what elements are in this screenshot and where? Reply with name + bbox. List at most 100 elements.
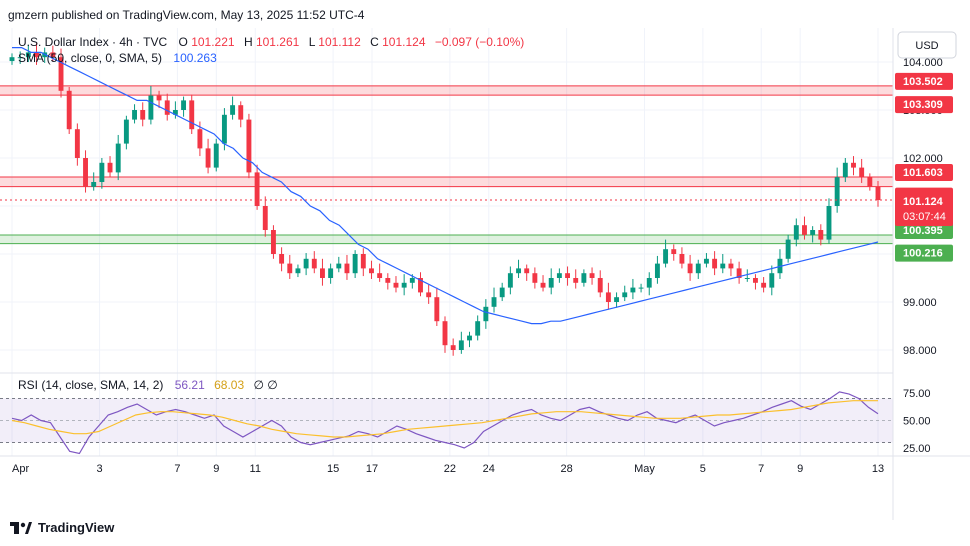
candle-body	[679, 254, 685, 264]
support-label-bg	[895, 244, 953, 262]
candle-body	[262, 206, 268, 230]
candle-body	[540, 282, 546, 288]
candle-body	[91, 182, 97, 187]
candle-body	[802, 225, 807, 235]
candle-body	[254, 172, 260, 206]
candle-body	[107, 162, 113, 173]
candle-body	[189, 100, 195, 130]
sma-legend[interactable]: SMA (50, close, 0, SMA, 5) 100.263	[18, 51, 217, 65]
candle-body	[605, 292, 611, 302]
rsi-line	[11, 391, 879, 455]
resistance-label: 103.309	[903, 99, 943, 111]
time-tick-label: 28	[561, 463, 573, 475]
candle-body	[581, 273, 587, 283]
candle-body	[761, 282, 767, 288]
tradingview-brand[interactable]: TradingView	[10, 520, 114, 535]
candle-body	[663, 249, 669, 264]
candle-body	[450, 345, 456, 350]
candle-body	[295, 268, 301, 274]
countdown-label: 03:07:44	[903, 211, 946, 223]
candle-body	[418, 278, 423, 293]
candle-body	[834, 177, 840, 206]
rsi-tick-label: 75.00	[903, 388, 931, 400]
candle-body	[687, 263, 693, 274]
candle-body	[132, 110, 137, 120]
resistance-label-bg	[895, 96, 953, 114]
time-tick-label: May	[634, 463, 655, 475]
time-tick-label: 9	[213, 463, 219, 475]
close-value: 101.124	[382, 35, 426, 49]
candle-body	[851, 162, 856, 168]
candle-body	[695, 263, 701, 274]
low-value: 101.112	[318, 35, 361, 49]
candle-body	[475, 321, 481, 336]
tradingview-logo-icon	[10, 521, 32, 534]
rsi-ma-value: 68.03	[214, 378, 244, 392]
candle-body	[360, 254, 366, 269]
candle-body	[622, 292, 628, 298]
time-axis[interactable]: Apr 3 7 9 11 15 17 22 24 28 May 5 7 9 13	[12, 463, 884, 475]
candle-body	[50, 52, 56, 58]
candle-body	[499, 287, 505, 298]
resistance-zone	[0, 177, 893, 187]
open-value: 101.221	[191, 35, 235, 49]
rsi-value: 56.21	[175, 378, 205, 392]
current-price-tag	[895, 192, 953, 227]
price-tick-label: 104.000	[903, 57, 943, 69]
grid	[0, 28, 893, 456]
candle-body	[565, 273, 570, 278]
candle-body	[638, 287, 644, 289]
time-tick-label: 3	[97, 463, 103, 475]
candle-body	[205, 148, 211, 168]
time-tick-label: 24	[483, 463, 495, 475]
current-price-label: 101.124	[903, 196, 944, 208]
candle-body	[573, 278, 579, 283]
candle-body	[34, 52, 39, 58]
sma-line	[12, 47, 879, 325]
candle-body	[311, 258, 317, 269]
candle-body	[401, 282, 407, 288]
zone-labels: 103.502103.309101.603101.404100.395100.2…	[895, 72, 953, 262]
candle-body	[524, 268, 530, 274]
candle-body	[246, 119, 252, 173]
candle-body	[328, 268, 334, 278]
candle-body	[99, 162, 105, 182]
candle-body	[123, 119, 129, 144]
candle-body	[197, 129, 203, 149]
resistance-zone	[0, 85, 893, 96]
resistance-label-bg	[895, 164, 953, 182]
candle-body	[532, 273, 538, 283]
candle-body	[671, 249, 677, 254]
zones	[0, 85, 893, 245]
candle-body	[148, 95, 154, 120]
rsi-axis[interactable]: 25.00 50.00 75.00	[903, 388, 931, 455]
candle-body	[238, 105, 244, 120]
candle-body	[630, 287, 636, 293]
candle-body	[467, 335, 472, 341]
candle-body	[736, 268, 742, 278]
candle-body	[491, 297, 497, 307]
candle-body	[654, 263, 660, 278]
symbol-legend[interactable]: U.S. Dollar Index · 4h · TVC O 101.221 H…	[18, 35, 524, 49]
low-label: L	[309, 35, 316, 49]
rsi-legend[interactable]: RSI (14, close, SMA, 14, 2) 56.21 68.03 …	[18, 378, 278, 392]
time-tick-label: 11	[250, 463, 261, 475]
candle-body	[377, 273, 383, 278]
candle-body	[58, 57, 64, 91]
high-value: 101.261	[256, 35, 300, 49]
candle-body	[548, 278, 554, 288]
candle-body	[712, 258, 718, 269]
rsi-ma-line	[11, 400, 878, 438]
resistance-label-bg	[895, 72, 953, 90]
candle-body	[458, 340, 464, 350]
candle-body	[213, 143, 219, 168]
candle-body	[221, 114, 227, 144]
rsi-label: RSI (14, close, SMA, 14, 2)	[18, 378, 163, 392]
candle-body	[720, 263, 726, 269]
candle-body	[597, 278, 603, 293]
candle-body	[181, 100, 187, 110]
currency-label: USD	[915, 40, 938, 52]
currency-button[interactable]: USD	[897, 31, 957, 59]
price-tick-label: 98.000	[903, 345, 937, 357]
